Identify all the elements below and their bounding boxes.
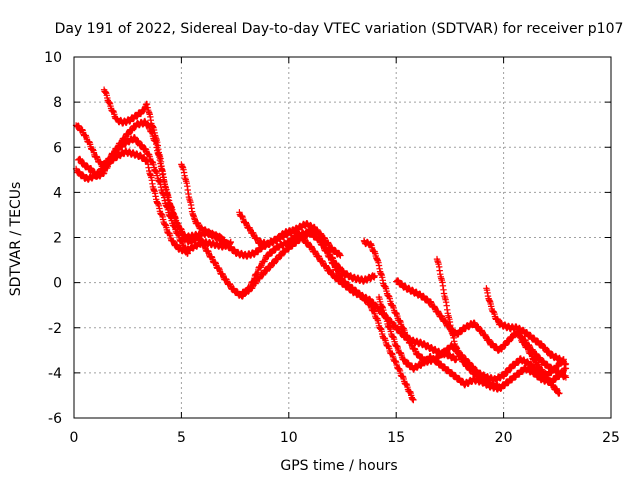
x-tick-label: 25 — [602, 430, 620, 446]
series-markers-10 — [433, 255, 503, 391]
series-markers-11 — [483, 285, 570, 368]
series-track-4 — [178, 161, 378, 285]
series-track-2 — [75, 134, 191, 257]
series-markers-12 — [517, 335, 563, 397]
x-tick-label: 10 — [280, 430, 298, 446]
x-tick-label: 15 — [387, 430, 405, 446]
series-track-3 — [100, 86, 344, 300]
series-track-11 — [483, 285, 570, 368]
series-track-12 — [517, 335, 563, 397]
y-tick-label: 10 — [44, 50, 62, 66]
chart-title: Day 191 of 2022, Sidereal Day-to-day VTE… — [55, 21, 624, 37]
x-axis-label: GPS time / hours — [280, 458, 397, 474]
series-track-10 — [433, 255, 503, 391]
y-axis-label: SDTVAR / TECUs — [8, 182, 24, 297]
y-tick-label: 2 — [53, 231, 62, 247]
series-markers-2 — [75, 134, 191, 257]
y-tick-label: -6 — [48, 411, 62, 427]
series-markers-4 — [178, 161, 378, 285]
y-tick-label: 0 — [53, 276, 62, 292]
y-tick-label: -2 — [48, 321, 62, 337]
x-tick-label: 20 — [495, 430, 513, 446]
axis-ticks: 0 5 10 15 20 25 -6 -4 -2 0 2 4 6 8 10 — [44, 50, 620, 446]
y-tick-label: 4 — [53, 185, 62, 201]
series-markers-3 — [100, 86, 344, 300]
y-tick-label: -4 — [48, 366, 62, 382]
y-tick-label: 6 — [53, 140, 62, 156]
y-tick-label: 8 — [53, 95, 62, 111]
series-markers-6 — [238, 229, 417, 404]
x-tick-label: 5 — [177, 430, 186, 446]
series-track-6 — [238, 229, 417, 404]
data-points — [72, 86, 570, 404]
x-tick-label: 0 — [70, 430, 79, 446]
